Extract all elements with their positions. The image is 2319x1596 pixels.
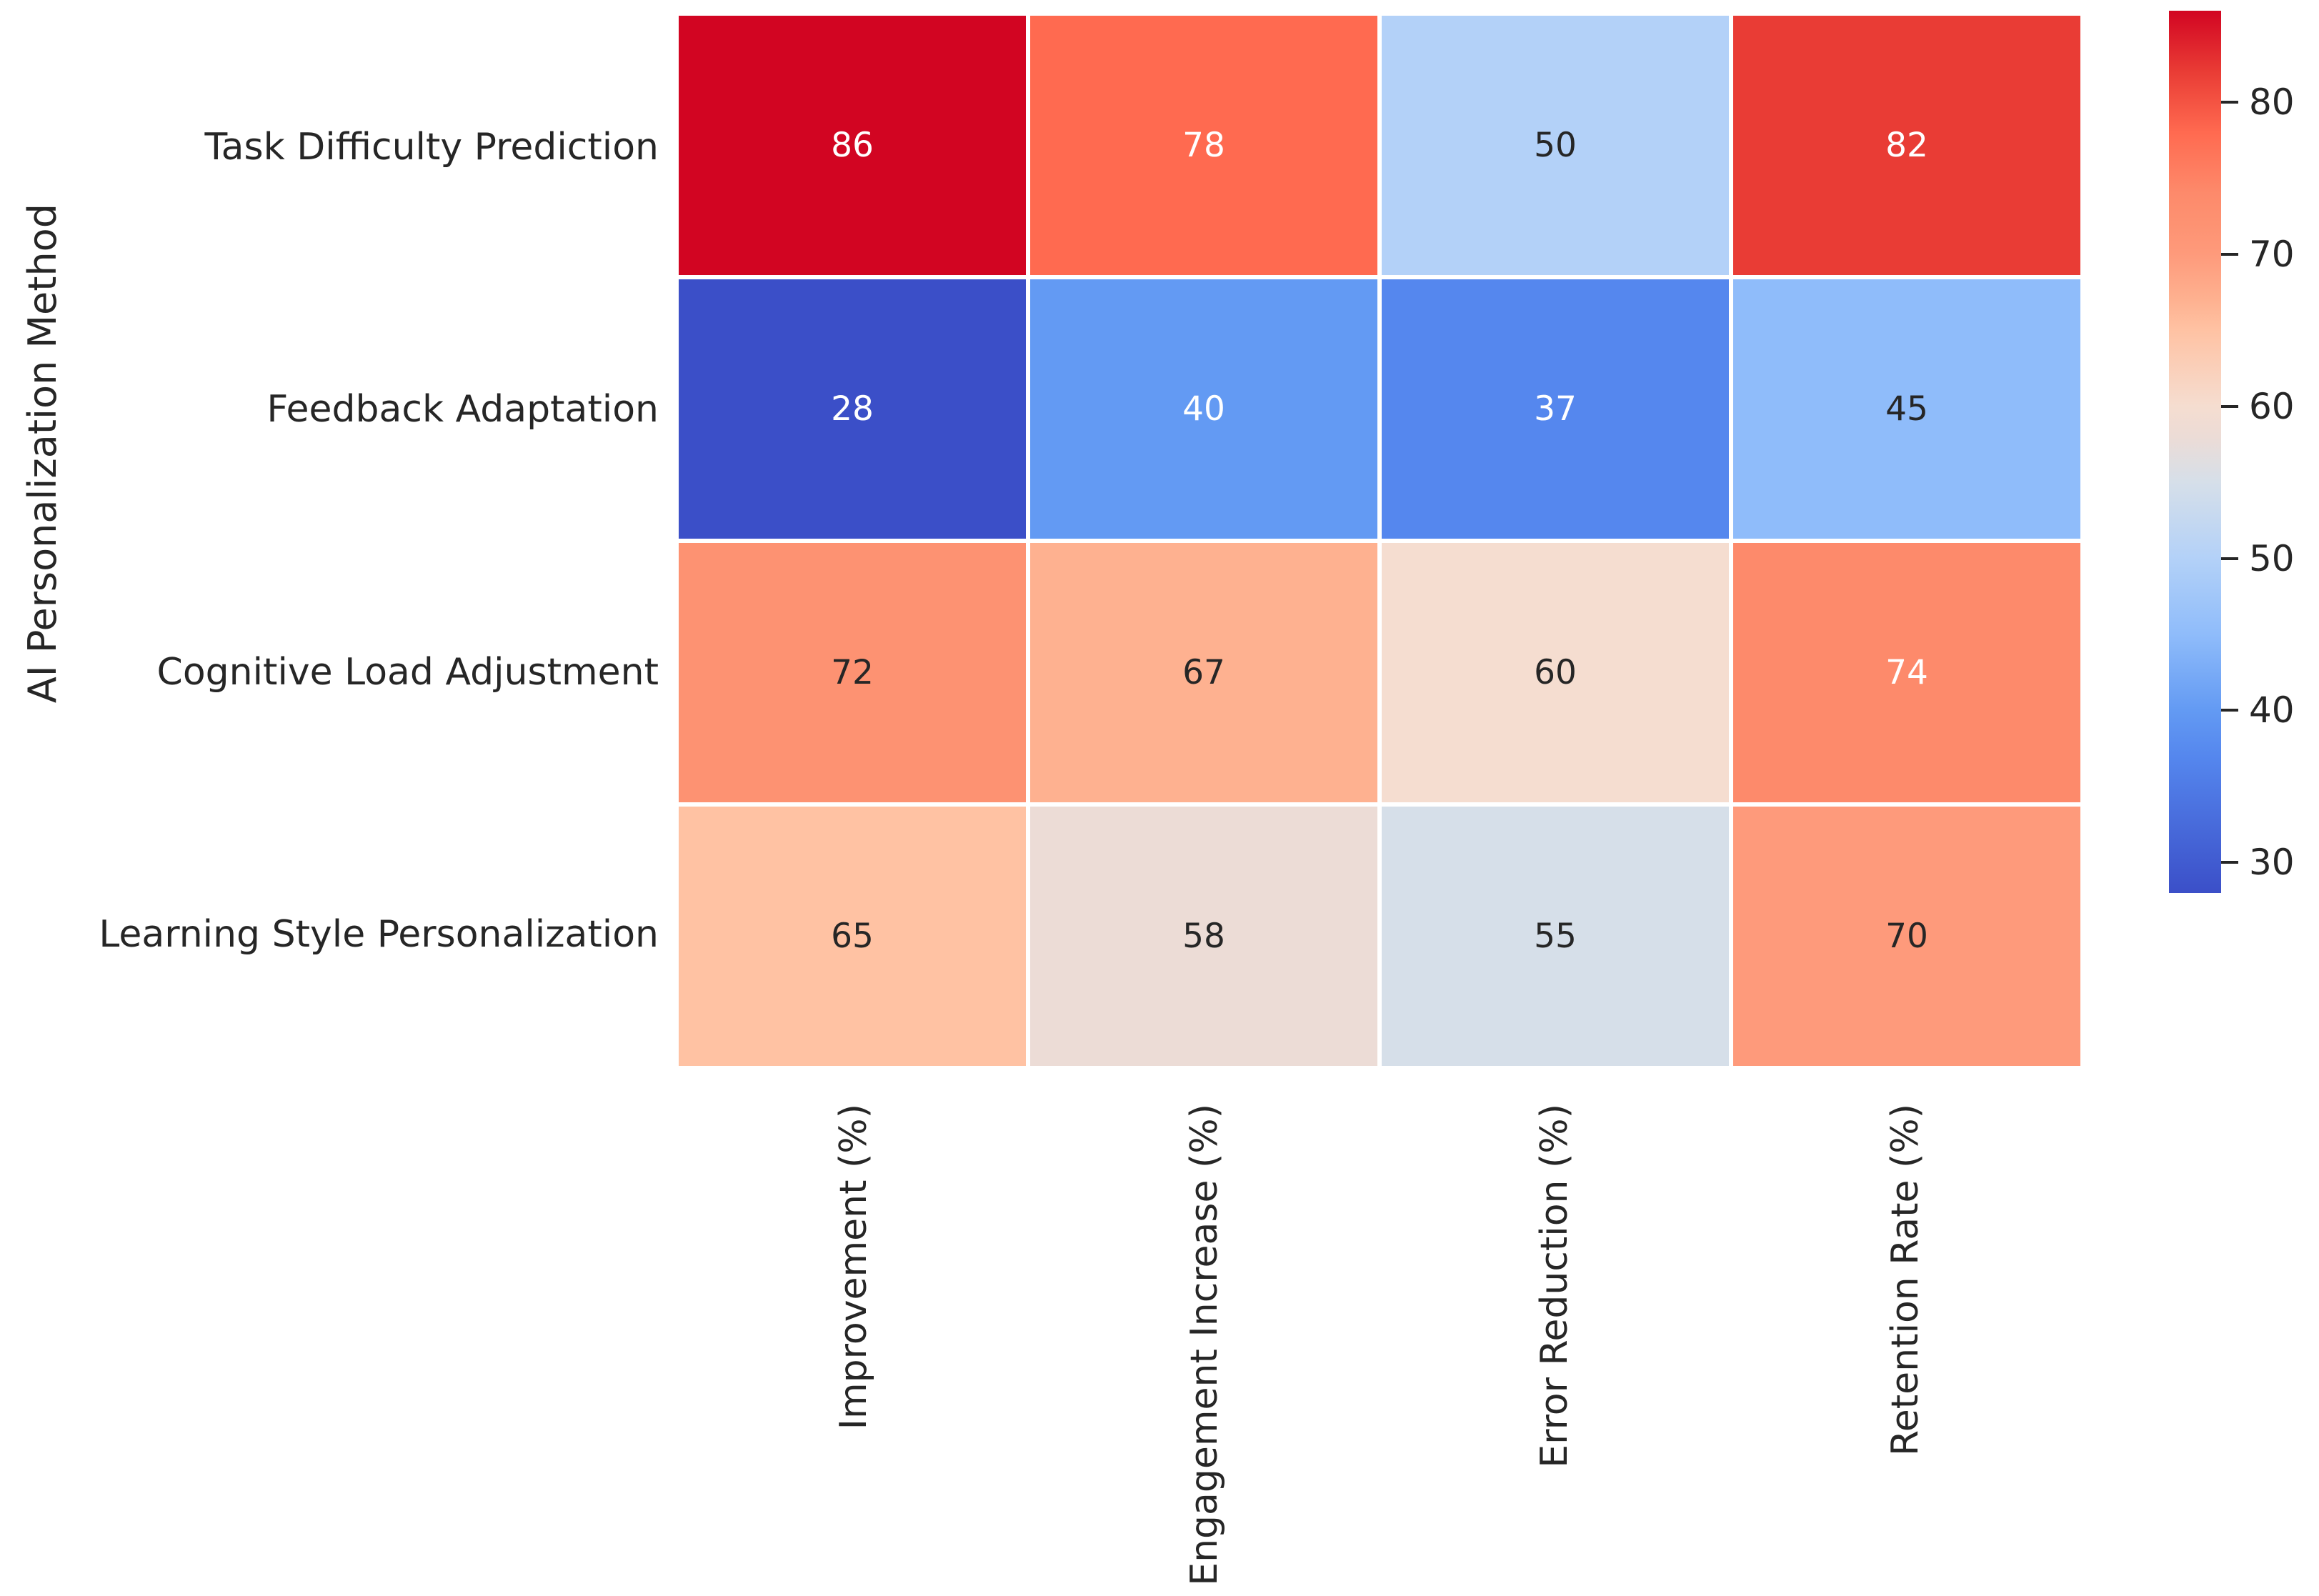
colorbar-tick-label: 70 [2249, 233, 2295, 275]
y-tick-label: Feedback Adaptation [266, 388, 659, 432]
colorbar: 80 70 60 50 40 30 [2169, 11, 2295, 893]
heatmap-cell: 82 [1733, 16, 2080, 275]
heatmap-cell: 37 [1382, 279, 1729, 539]
heatmap-cell: 58 [1030, 807, 1377, 1066]
heatmap-cell: 65 [679, 807, 1026, 1066]
colorbar-tick [2221, 861, 2238, 864]
heatmap-cell: 70 [1733, 807, 2080, 1066]
y-tick-label: Cognitive Load Adjustment [156, 650, 659, 694]
heatmap-cell: 28 [679, 279, 1026, 539]
heatmap-cell: 60 [1382, 543, 1729, 802]
heatmap-cell: 45 [1733, 279, 2080, 539]
y-axis-title: AI Personalization Method [20, 204, 65, 704]
heatmap-cell: 55 [1382, 807, 1729, 1066]
y-tick-label: Task Difficulty Prediction [204, 125, 659, 169]
colorbar-tick [2221, 252, 2238, 256]
x-tick-label: Error Reduction (%) [1533, 1104, 1577, 1468]
heatmap-cell: 86 [679, 16, 1026, 275]
heatmap-cell: 50 [1382, 16, 1729, 275]
heatmap-cell: 74 [1733, 543, 2080, 802]
x-tick-labels: Improvement (%) Engagement Increase (%) Er… [679, 1104, 2080, 1586]
x-tick-label: Retention Rate (%) [1883, 1104, 1927, 1457]
colorbar-tick [2221, 100, 2238, 104]
colorbar-tick [2221, 709, 2238, 712]
x-tick-label: Improvement (%) [832, 1104, 876, 1430]
heatmap-cell: 40 [1030, 279, 1377, 539]
colorbar-tick-label: 40 [2249, 689, 2295, 732]
colorbar-tick [2221, 557, 2238, 560]
x-tick-label: Engagement Increase (%) [1182, 1104, 1226, 1586]
y-tick-labels: Task Difficulty Prediction Feedback Adapt… [0, 16, 659, 1066]
colorbar-tick [2221, 404, 2238, 408]
colorbar-gradient [2169, 11, 2221, 893]
colorbar-tick-label: 30 [2249, 842, 2295, 884]
y-tick-label: Learning Style Personalization [99, 913, 659, 957]
heatmap-cell: 78 [1030, 16, 1377, 275]
heatmap-cell: 72 [679, 543, 1026, 802]
heatmap-cell: 67 [1030, 543, 1377, 802]
colorbar-tick-label: 60 [2249, 385, 2295, 427]
colorbar-tick-label: 50 [2249, 537, 2295, 579]
heatmap-grid: 86 78 50 82 28 40 37 45 72 67 60 74 65 58 55 70 [679, 16, 2080, 1066]
colorbar-tick-label: 80 [2249, 81, 2295, 123]
